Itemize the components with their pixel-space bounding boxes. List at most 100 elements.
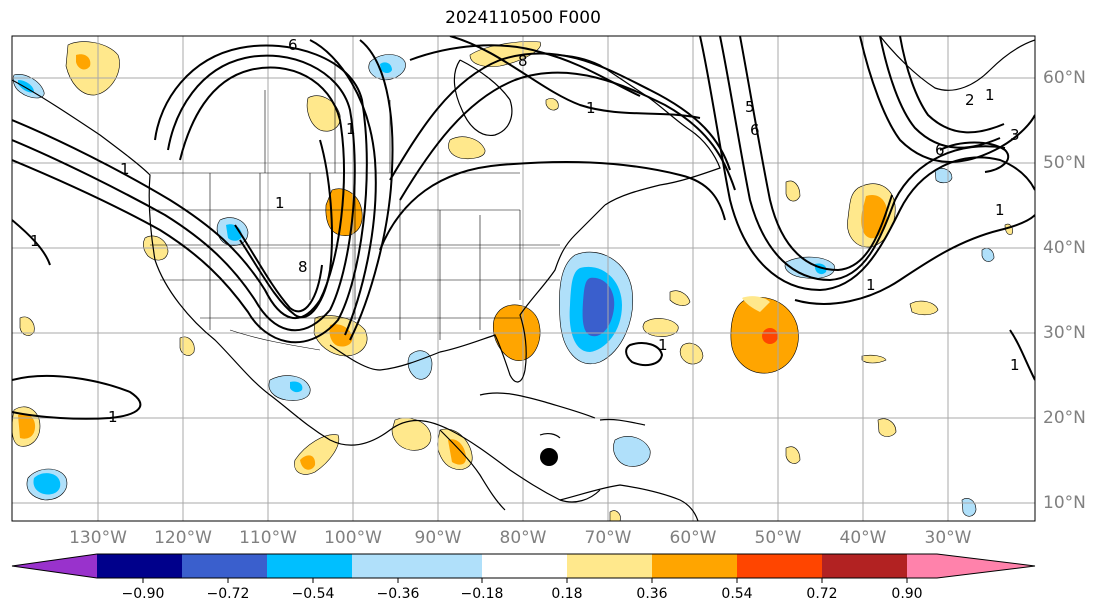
colorbar-segment — [822, 554, 907, 578]
positive-anomaly-region — [65, 41, 120, 96]
colorbar-tick-label: 0.54 — [721, 586, 753, 602]
positive-anomaly-region — [785, 446, 801, 464]
latitude-label: 10°N — [1043, 493, 1086, 513]
contour-label: 1 — [658, 336, 668, 354]
map-frame — [11, 35, 1036, 522]
contour-label: 6 — [935, 141, 945, 159]
negative-anomaly-region — [981, 248, 995, 262]
negative-anomaly-region — [33, 473, 61, 495]
colorbar-segment — [652, 554, 737, 578]
positive-anomaly-region — [545, 98, 559, 111]
latitude-label: 40°N — [1043, 238, 1086, 258]
contour-label: 1 — [1010, 356, 1020, 374]
contour-label: 1 — [120, 160, 130, 178]
contour-label: 3 — [1010, 126, 1020, 144]
positive-anomaly-region — [448, 136, 486, 160]
colorbar-segment — [182, 554, 267, 578]
positive-anomaly-core — [762, 328, 778, 344]
longitude-label: 30°W — [924, 528, 972, 548]
positive-anomaly-region — [877, 418, 897, 437]
negative-anomaly-region — [582, 277, 615, 337]
colorbar-segment — [352, 554, 437, 578]
longitude-label: 130°W — [69, 528, 127, 548]
colorbar-tick-label: 0.18 — [551, 586, 583, 602]
positive-anomaly-region — [679, 342, 704, 365]
longitude-label: 100°W — [324, 528, 382, 548]
graticule — [12, 36, 1035, 521]
positive-anomaly-region — [609, 510, 621, 521]
colorbar-tick-label: −0.72 — [206, 586, 250, 602]
contour-label: 6 — [750, 121, 760, 139]
positive-anomaly-region — [300, 455, 316, 470]
longitude-label: 50°W — [754, 528, 802, 548]
negative-anomaly-region — [961, 498, 977, 517]
negative-anomaly-region — [380, 62, 392, 73]
positive-anomaly-region — [642, 318, 679, 337]
colorbar-tick-label: 0.72 — [806, 586, 838, 602]
colorbar-segment — [482, 554, 567, 578]
longitude-label: 40°W — [839, 528, 887, 548]
negative-anomaly-region — [268, 375, 311, 401]
colorbar-segment — [737, 554, 822, 578]
contour-label: 1 — [586, 99, 596, 117]
longitude-label: 120°W — [154, 528, 212, 548]
longitude-label: 90°W — [414, 528, 462, 548]
contour-label: 8 — [298, 258, 308, 276]
colorbar-tick-label: 0.36 — [636, 586, 668, 602]
colorbar-max-extend — [937, 554, 1035, 578]
positive-anomaly-region — [861, 354, 887, 364]
positive-anomaly-region — [785, 180, 801, 202]
map-title: 2024110500 F000 — [445, 8, 601, 28]
colorbar — [11, 553, 1036, 583]
colorbar-tick-label: −0.54 — [291, 586, 335, 602]
positive-anomaly-region — [306, 95, 341, 132]
negative-anomaly-region — [18, 80, 34, 93]
positive-anomaly-region — [909, 300, 939, 316]
longitude-label: 80°W — [499, 528, 547, 548]
colorbar-segment — [907, 554, 937, 578]
colorbar-tick-label: −0.18 — [460, 586, 504, 602]
positive-anomaly-region — [669, 290, 691, 306]
longitude-label: 110°W — [239, 528, 297, 548]
contour-label: 1 — [985, 86, 995, 104]
positive-anomaly-region — [18, 413, 36, 439]
positive-anomaly-region — [742, 296, 770, 312]
colorbar-min-extend — [12, 554, 97, 578]
positive-anomaly-region — [391, 417, 432, 451]
contour-label: 2 — [965, 91, 975, 109]
coastlines — [12, 36, 1035, 521]
contour-label: 1 — [108, 408, 118, 426]
contour-label: 1 — [346, 120, 356, 138]
positive-anomaly-region — [179, 336, 195, 356]
colorbar-outline — [11, 553, 1036, 579]
contour-label: 8 — [518, 52, 528, 70]
latitude-label: 20°N — [1043, 408, 1086, 428]
longitude-label: 60°W — [669, 528, 717, 548]
colorbar-segment — [267, 554, 352, 578]
negative-anomaly-region — [934, 168, 953, 184]
contour-labels: 6 1 1 5 6 1 2 1 3 6 1 1 1 1 1 1 8 8 1 — [30, 36, 1020, 426]
contour-label: 1 — [275, 194, 285, 212]
positive-anomaly-region — [19, 316, 35, 336]
colorbar-segment — [567, 554, 652, 578]
negative-anomaly-region — [613, 436, 651, 467]
negative-anomaly-region — [290, 381, 303, 393]
positive-anomaly-region — [448, 439, 466, 465]
positive-anomaly-region — [76, 54, 91, 70]
latitude-label: 50°N — [1043, 153, 1086, 173]
colorbar-tick-label: −0.90 — [121, 586, 165, 602]
latitude-label: 60°N — [1043, 68, 1086, 88]
contour-label: 5 — [745, 98, 755, 116]
latitude-label: 30°N — [1043, 323, 1086, 343]
storm-center-marker — [540, 448, 558, 466]
contour-label: 1 — [30, 232, 40, 250]
height-contours — [12, 36, 1035, 420]
colorbar-tick-label: −0.36 — [376, 586, 420, 602]
longitude-label: 70°W — [584, 528, 632, 548]
negative-anomaly-region — [407, 350, 433, 380]
colorbar-tick-label: 0.90 — [891, 586, 923, 602]
contour-label: 1 — [995, 201, 1005, 219]
contour-label: 1 — [866, 276, 876, 294]
colorbar-segment — [97, 554, 182, 578]
